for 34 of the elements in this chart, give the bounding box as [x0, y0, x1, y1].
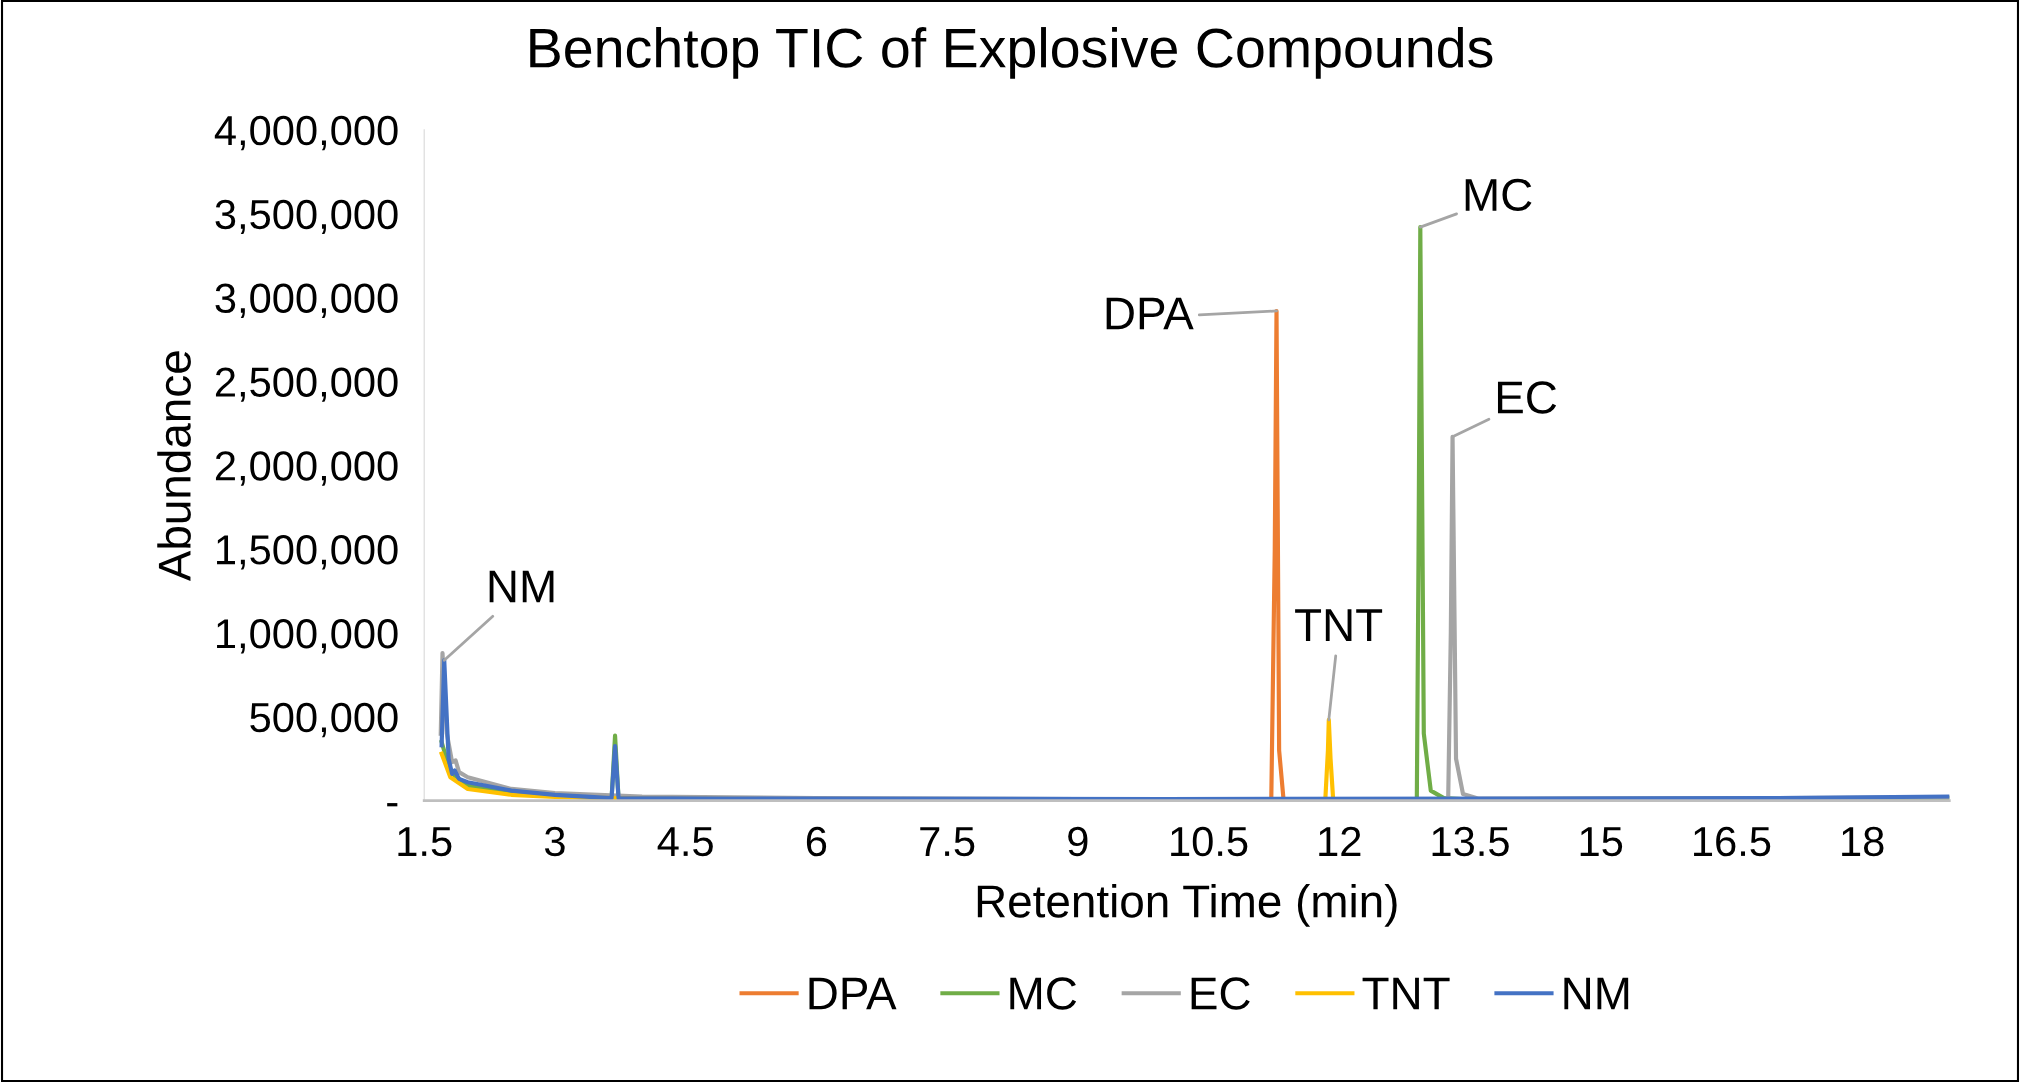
- annotation: MC: [1465, 178, 1532, 212]
- y-tick-label: 4,000,000: [214, 115, 398, 151]
- x-tick-label: 16.5: [1694, 826, 1771, 857]
- annotation: DPA: [1106, 297, 1194, 330]
- y-tick-label: 2,000,000: [215, 451, 398, 486]
- y-tick-label: 1,500,000: [217, 535, 398, 570]
- y-tick-label: -: [387, 803, 398, 807]
- legend-label: NM: [1564, 977, 1629, 1010]
- annotation: TNT: [1295, 609, 1383, 641]
- x-tick-label: 7.5: [920, 827, 975, 857]
- x-tick-label: 6: [806, 826, 827, 857]
- x-tick-label: 13.5: [1432, 826, 1509, 857]
- y-tick-label: 3,000,000: [215, 283, 398, 318]
- x-axis-title: Retention Time (min): [977, 883, 1397, 927]
- x-tick-label: 4.5: [657, 827, 713, 857]
- legend-label: DPA: [809, 977, 897, 1010]
- legend-label: MC: [1010, 977, 1077, 1010]
- x-tick-label: 1.5: [398, 827, 452, 857]
- legend-label: TNT: [1362, 977, 1450, 1010]
- x-tick-label: 18: [1842, 826, 1884, 857]
- y-tick-label: 3,500,000: [215, 199, 398, 235]
- y-tick-label: 1,000,000: [217, 618, 398, 654]
- y-axis-title: Abundance: [157, 351, 191, 582]
- legend-label: EC: [1191, 977, 1250, 1010]
- y-tick-label: 2,500,000: [215, 367, 398, 402]
- x-tick-label: 15: [1580, 827, 1623, 857]
- x-tick-label: 12: [1319, 826, 1361, 856]
- y-tick-label: 500,000: [250, 702, 398, 738]
- x-tick-label: 3: [544, 826, 565, 857]
- x-tick-label: 9: [1068, 826, 1088, 857]
- annotation: EC: [1497, 381, 1557, 414]
- chart-title: Benchtop TIC of Explosive Compounds: [530, 27, 1493, 79]
- x-tick-label: 10.5: [1171, 826, 1248, 857]
- annotation: NM: [489, 570, 554, 603]
